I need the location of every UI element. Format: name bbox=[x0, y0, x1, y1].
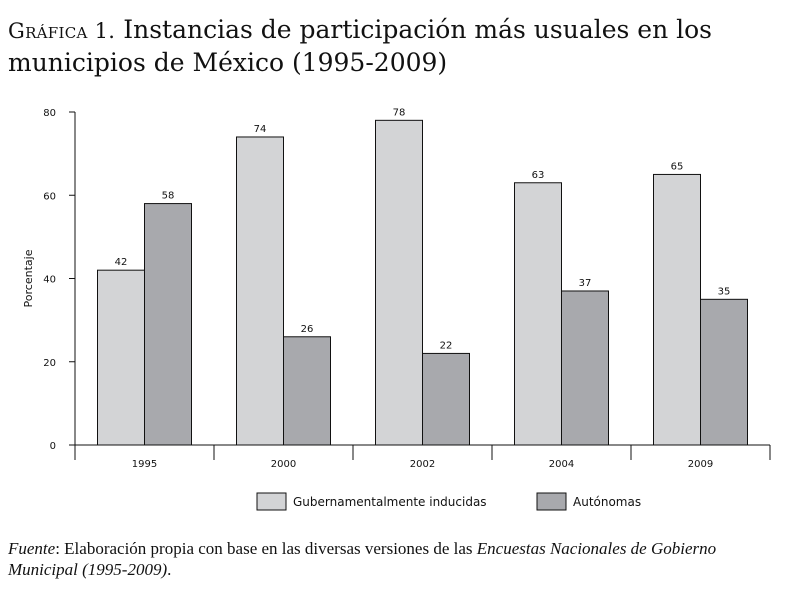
legend-label: Gubernamentalmente inducidas bbox=[293, 495, 487, 509]
legend-swatch-autonomas bbox=[536, 492, 567, 511]
bar-autonomas-2004 bbox=[561, 290, 609, 446]
source-italic-title: Encuestas Nacionales de Gobierno Municip… bbox=[8, 539, 717, 579]
bar-autonomas-2000 bbox=[283, 336, 331, 446]
legend: Gubernamentalmente inducidas Autónomas bbox=[256, 492, 641, 511]
bar-value-label: 37 bbox=[579, 278, 592, 289]
figure-label: Gráfica 1. bbox=[8, 19, 116, 43]
y-tick-label: 80 bbox=[43, 108, 56, 119]
bar-value-label: 78 bbox=[393, 107, 406, 118]
legend-swatch-inducidas bbox=[256, 492, 287, 511]
x-tick-label: 2009 bbox=[688, 459, 713, 470]
bar-inducidas-1995 bbox=[97, 269, 145, 446]
bar-chart: 0 20 40 60 80 Porcentaje 42 58 74 26 78 22 63 37 65 35… bbox=[22, 107, 771, 511]
bar-value-label: 63 bbox=[532, 170, 545, 181]
chart-title: Gráfica 1. Instancias de participación m… bbox=[8, 14, 778, 78]
bar-value-label: 26 bbox=[301, 324, 314, 335]
bar-autonomas-2009 bbox=[700, 298, 748, 446]
bar-autonomas-2002 bbox=[422, 352, 470, 446]
y-tick-label: 60 bbox=[43, 191, 56, 202]
y-tick-label: 20 bbox=[43, 358, 56, 369]
source-note: Fuente: Elaboración propia con base en l… bbox=[8, 538, 784, 580]
source-label: Fuente bbox=[8, 539, 56, 558]
bar-inducidas-2002 bbox=[375, 119, 423, 446]
title-text: Instancias de participación más usuales … bbox=[8, 15, 713, 77]
x-tick-label: 2004 bbox=[549, 459, 574, 470]
x-tick-label: 2002 bbox=[410, 459, 435, 470]
bar-value-label: 22 bbox=[440, 340, 453, 351]
bar-inducidas-2004 bbox=[514, 182, 562, 446]
source-text-end: . bbox=[167, 560, 172, 579]
bar-value-label: 74 bbox=[254, 124, 267, 135]
y-axis: 0 20 40 60 80 Porcentaje bbox=[22, 108, 76, 452]
x-tick-label: 1995 bbox=[132, 459, 157, 470]
bar-value-label: 35 bbox=[718, 286, 731, 297]
bar-value-label: 58 bbox=[162, 191, 175, 202]
bar-autonomas-1995 bbox=[144, 203, 192, 446]
y-tick-label: 0 bbox=[50, 441, 56, 452]
x-tick-label: 2000 bbox=[271, 459, 296, 470]
y-tick-label: 40 bbox=[43, 275, 56, 286]
bar-value-label: 42 bbox=[115, 257, 128, 268]
bar-inducidas-2000 bbox=[236, 136, 284, 446]
legend-label: Autónomas bbox=[573, 495, 641, 509]
source-text: : Elaboración propia con base en las div… bbox=[55, 539, 477, 558]
x-axis: 1995 2000 2002 2004 2009 bbox=[74, 444, 771, 470]
bar-inducidas-2009 bbox=[653, 173, 701, 446]
bars: 42 58 74 26 78 22 63 37 65 35 bbox=[97, 107, 748, 446]
bar-value-label: 65 bbox=[671, 161, 684, 172]
y-axis-title: Porcentaje bbox=[22, 249, 35, 307]
